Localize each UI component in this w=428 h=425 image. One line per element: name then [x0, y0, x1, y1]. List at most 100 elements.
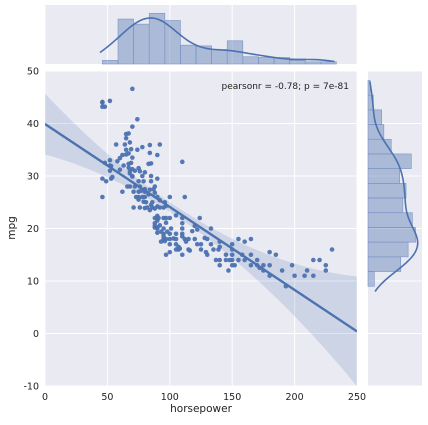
marginal-y-bar — [367, 241, 409, 258]
scatter-point — [155, 230, 160, 235]
scatter-point — [198, 247, 204, 252]
scatter-point — [107, 157, 113, 163]
marginal-x-bar — [164, 20, 181, 65]
marginal-x-bar — [304, 61, 322, 65]
x-tick-label: 0 — [42, 392, 48, 403]
scatter-point — [130, 86, 135, 92]
marginal-y-kde-curve — [369, 81, 419, 292]
marginal-x-histogram — [102, 12, 337, 65]
scatter-point — [226, 268, 231, 273]
y-tick-label: 30 — [27, 172, 39, 183]
scatter-point — [131, 189, 136, 195]
scatter-point — [163, 220, 169, 226]
scatter-point — [261, 262, 266, 268]
scatter-point — [147, 150, 153, 156]
scatter-point — [311, 273, 316, 279]
marginal-y-bar — [367, 168, 400, 184]
scatter-point — [120, 189, 125, 195]
scatter-point — [217, 262, 223, 268]
scatter-point — [155, 176, 160, 181]
scatter-point — [128, 160, 134, 166]
scatter-point — [115, 159, 120, 164]
scatter-point — [302, 273, 307, 279]
scatter-point — [148, 173, 154, 179]
joint-grid — [44, 70, 358, 387]
scatter-point — [147, 187, 153, 192]
marginal-x-kde — [99, 17, 335, 63]
scatter-point — [157, 223, 163, 228]
scatter-point — [107, 168, 113, 174]
scatter-point — [194, 241, 200, 247]
scatter-point — [167, 215, 173, 221]
scatter-point — [128, 146, 134, 152]
scatter-point — [167, 194, 173, 200]
marginal-y-bar — [367, 197, 404, 214]
scatter-point — [292, 273, 297, 279]
x-tick-label: 150 — [223, 392, 241, 403]
y-tick-labels: -10 0 10 20 30 40 50 — [23, 67, 39, 393]
scatter-point — [130, 173, 135, 179]
scatter-point — [217, 244, 223, 250]
scatter-point — [267, 262, 272, 268]
scatter-point — [323, 268, 329, 273]
scatter-point — [121, 163, 126, 168]
regression-line — [45, 123, 357, 333]
marginal-y-bar — [367, 153, 412, 169]
scatter-point — [186, 236, 191, 242]
scatter-point — [217, 257, 223, 263]
x-tick-labels: 0 50 100 150 200 250 — [42, 392, 366, 403]
scatter-point — [123, 147, 129, 153]
marginal-x-bar — [242, 56, 259, 65]
scatter-point — [107, 98, 113, 104]
scatter-point — [150, 199, 155, 205]
scatter-point — [132, 168, 138, 174]
scatter-point — [187, 248, 193, 253]
scatter-point — [173, 236, 179, 242]
scatter-point — [173, 231, 179, 237]
scatter-point — [125, 184, 130, 189]
scatter-point — [161, 226, 166, 231]
scatter-point — [179, 220, 185, 226]
scatter-point — [143, 199, 149, 205]
scatter-point — [279, 268, 285, 273]
marginal-y-grid — [368, 70, 422, 387]
scatter-point — [254, 257, 260, 263]
y-tick-label: 50 — [27, 67, 39, 78]
scatter-point — [194, 227, 200, 232]
scatter-point — [329, 247, 335, 252]
scatter-point — [135, 117, 140, 122]
marginal-y-bar — [367, 212, 413, 228]
scatter-point — [208, 226, 214, 231]
marginal-x-bar — [180, 44, 197, 65]
marginal-y-kde — [369, 81, 419, 292]
marginal-x-bar — [133, 23, 150, 65]
scatter-point — [117, 155, 123, 161]
scatter-point — [236, 257, 241, 263]
scatter-point — [236, 236, 241, 242]
scatter-point — [110, 174, 115, 180]
scatter-point — [229, 257, 235, 263]
scatter-point — [120, 152, 125, 158]
scatter-point — [140, 173, 145, 179]
marginal-x-grid — [44, 5, 358, 64]
regression-fit-line — [45, 123, 357, 333]
x-tick-label: 250 — [348, 392, 366, 403]
x-tick-label: 100 — [161, 392, 179, 403]
scatter-point — [242, 239, 247, 244]
scatter-point — [142, 194, 148, 200]
scatter-point — [135, 147, 140, 153]
scatter-point — [202, 235, 208, 241]
scatter-point — [102, 104, 108, 109]
y-tick-label: 10 — [27, 277, 39, 288]
scatter-point — [148, 161, 154, 166]
scatter-point — [192, 236, 198, 242]
scatter-point — [167, 249, 173, 255]
scatter-point — [151, 186, 156, 192]
scatter-point — [317, 257, 322, 263]
scatter-point — [179, 231, 185, 237]
scatter-point — [204, 252, 210, 258]
scatter-point — [223, 252, 229, 258]
scatter-point — [130, 155, 135, 160]
marginal-y-bar — [367, 183, 407, 199]
scatter-point — [176, 247, 181, 252]
